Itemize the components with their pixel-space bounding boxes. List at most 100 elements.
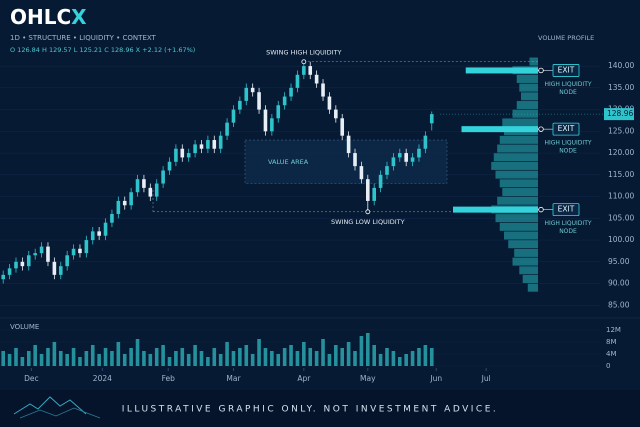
volume-bar <box>429 348 434 366</box>
profile-bar <box>502 188 538 197</box>
volume-bar <box>206 357 210 366</box>
candle-body <box>321 83 325 97</box>
profile-bar <box>519 266 538 275</box>
liquidity-node-bar <box>461 126 538 133</box>
candle-body <box>7 268 12 275</box>
candle-body <box>78 248 82 254</box>
volume-bar <box>186 354 191 366</box>
volume-bar <box>314 351 319 366</box>
candle-body <box>410 157 415 162</box>
volume-bar <box>231 351 236 366</box>
volume-bar <box>71 348 76 366</box>
node-note: NODE <box>559 228 577 235</box>
subtitle: 1D • STRUCTURE • LIQUIDITY • CONTEXT <box>10 34 157 42</box>
y-tick-label: 105.00 <box>608 213 634 222</box>
volume-bar <box>404 354 408 366</box>
swing-low-marker <box>365 209 371 215</box>
candle-body <box>154 183 159 197</box>
volume-bar <box>7 354 12 366</box>
node-note: NODE <box>559 148 577 155</box>
candle-body <box>231 109 236 123</box>
volume-bar <box>276 354 281 366</box>
profile-bar <box>504 231 538 240</box>
exit-label: EXIT <box>558 124 575 133</box>
candle-body <box>225 122 229 136</box>
volume-bar <box>180 348 185 366</box>
x-tick-label: Feb <box>162 374 176 383</box>
volume-bar <box>58 351 63 366</box>
profile-bar <box>495 214 538 223</box>
swing-low-label: SWING LOW LIQUIDITY <box>331 218 405 226</box>
volume-bar <box>225 342 229 366</box>
node-dot <box>538 67 544 74</box>
candle-body <box>116 200 121 214</box>
candle-body <box>270 118 274 132</box>
candle-body <box>65 255 69 267</box>
candle-body <box>257 92 261 110</box>
candle-body <box>212 140 217 149</box>
volume-bar <box>90 345 95 366</box>
profile-bar <box>497 144 538 153</box>
volume-bar <box>372 345 377 366</box>
volume-bar <box>308 348 313 366</box>
candle-body <box>33 253 37 256</box>
volume-bar <box>14 348 18 366</box>
candle-body <box>372 187 377 201</box>
y-tick-label: 140.00 <box>608 61 634 70</box>
volume-bar <box>334 345 338 366</box>
volume-bar <box>289 345 293 366</box>
volume-bar <box>26 351 31 366</box>
last-price-box <box>604 108 634 121</box>
candle-body <box>404 153 408 162</box>
node-dot <box>538 126 544 132</box>
candle-body <box>276 105 281 119</box>
volume-bar <box>263 348 268 366</box>
logo: OHLCX <box>10 5 87 29</box>
volume-bar <box>174 351 178 366</box>
volume-bar <box>327 354 332 366</box>
volume-label: VOLUME <box>10 323 39 331</box>
y-tick-label: 125.00 <box>608 126 634 135</box>
volume-bar <box>161 345 165 366</box>
volume-bar <box>353 351 357 366</box>
value-area-label: VALUE AREA <box>268 158 309 166</box>
profile-bar <box>491 161 538 170</box>
volume-bar <box>142 351 146 366</box>
profile-bar <box>522 275 538 284</box>
exit-box <box>552 122 580 136</box>
footer-mountains-2 <box>19 407 101 419</box>
volume-bar <box>391 351 396 366</box>
x-tick-label: Apr <box>297 374 311 383</box>
candle-body <box>46 246 50 262</box>
candle-body <box>244 87 249 101</box>
volume-bar <box>129 348 133 366</box>
candle-body <box>302 66 306 75</box>
volume-bar <box>366 333 370 366</box>
candle-body <box>39 246 44 254</box>
volume-bar <box>97 354 101 366</box>
candle-body <box>129 192 133 206</box>
volume-bar <box>244 345 249 366</box>
node-note: HIGH LIQUIDITY <box>544 140 591 147</box>
volume-bar <box>65 354 69 366</box>
volume-bar <box>154 348 159 366</box>
candle-body <box>417 148 421 158</box>
volume-bar <box>302 342 306 366</box>
profile-bar <box>519 83 538 92</box>
node-note: HIGH LIQUIDITY <box>544 220 591 227</box>
logo-main: OHLC <box>10 5 71 29</box>
candle-body <box>14 261 18 269</box>
candle-body <box>263 109 268 132</box>
volume-bar <box>33 345 37 366</box>
profile-bar <box>516 74 538 83</box>
candle-body <box>295 74 300 88</box>
footer-band <box>0 390 640 427</box>
candle-body <box>423 135 428 149</box>
volume-bar <box>39 354 44 366</box>
y-tick-label: 100.00 <box>608 235 634 244</box>
volume-bar <box>116 342 121 366</box>
profile-bar <box>502 118 538 127</box>
candle-body <box>308 66 313 75</box>
candle-body <box>238 100 242 110</box>
footer-mountains <box>13 396 87 415</box>
